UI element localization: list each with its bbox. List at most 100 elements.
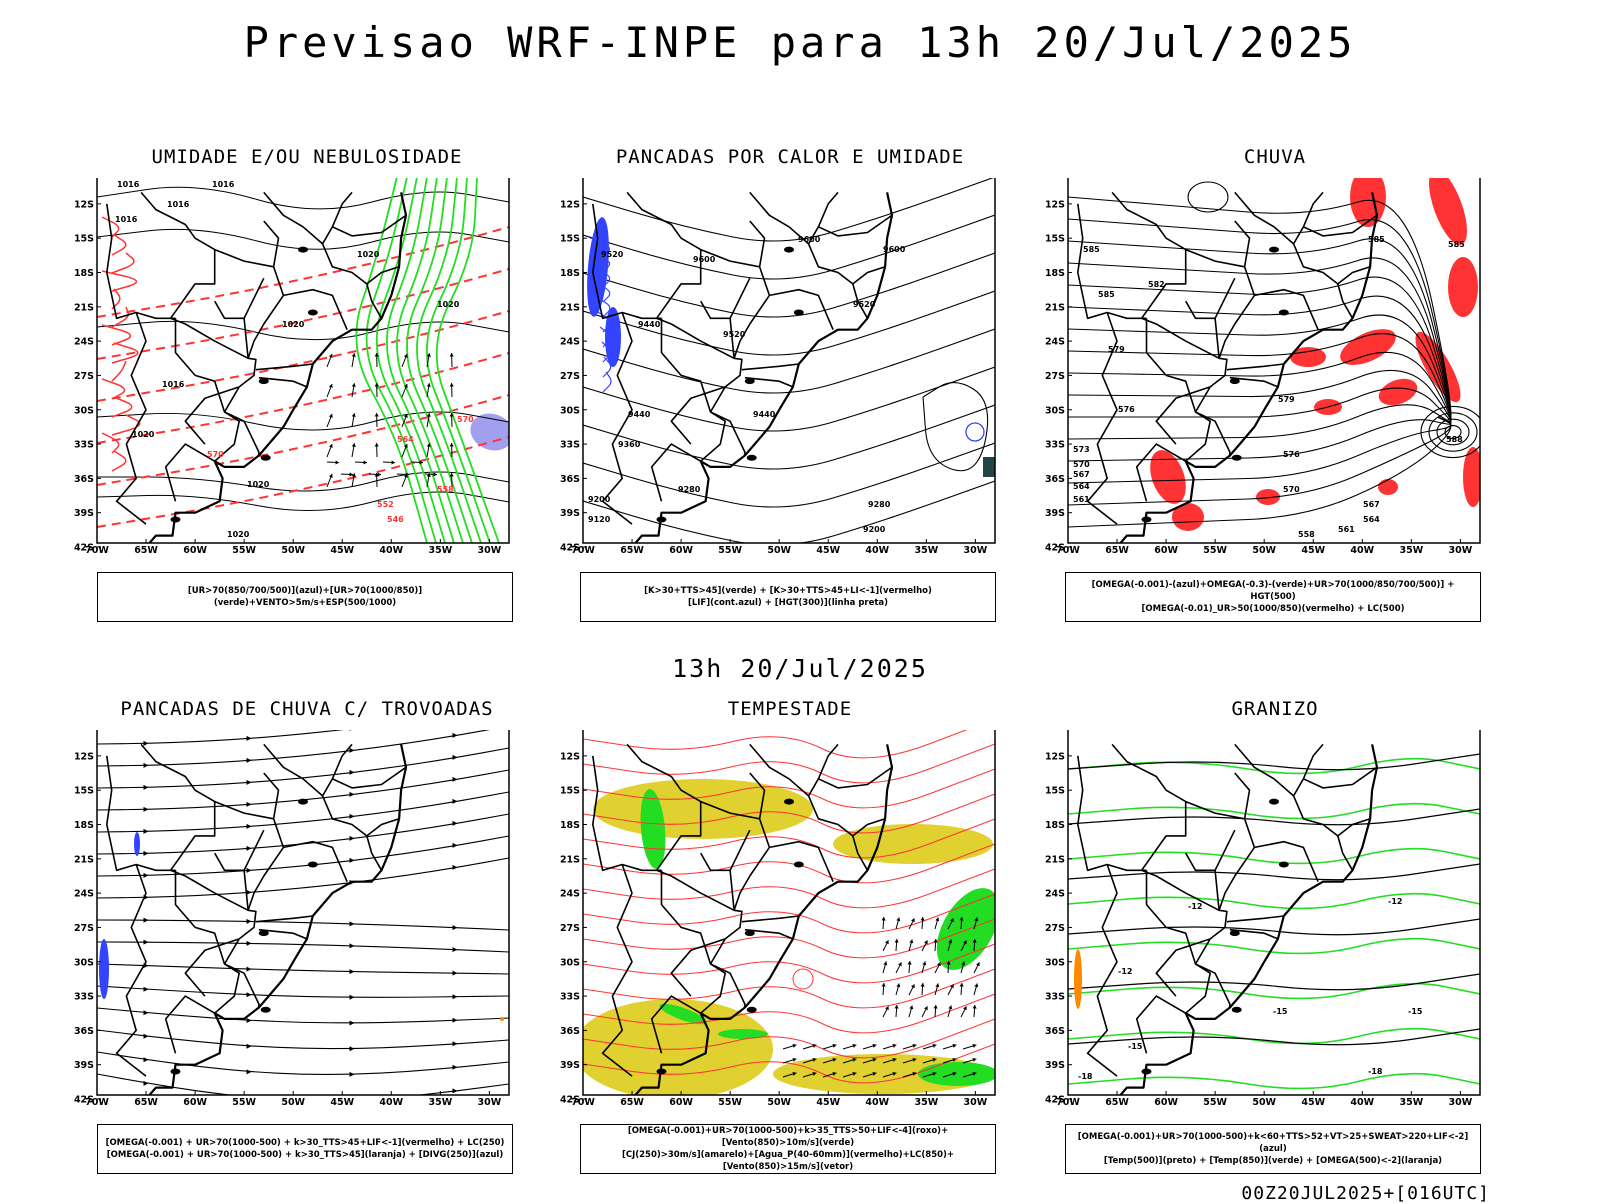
humidity-red-contour [112,451,126,471]
streamline [97,1052,509,1074]
y-tick-label: 30S [560,405,580,416]
streamline-arrow [453,925,458,930]
legend-trovoadas: [OMEGA(-0.001) + UR>70(1000-500) + k>30_… [97,1124,513,1174]
y-tick-label: 36S [560,1026,580,1037]
x-tick-label: 70W [1056,1097,1080,1108]
legend-line: [OMEGA(-0.001)+UR>70(1000-500)+k>35_TTS>… [585,1125,991,1149]
streamline-arrow [350,748,355,753]
divg-blue [134,832,140,856]
streamline-arrow [350,921,355,926]
contour-label: 1020 [357,250,380,259]
y-tick-label: 33S [560,992,580,1003]
streamline-arrow [144,940,149,945]
streamline-arrow [453,1041,458,1046]
x-tick-label: 30W [964,545,988,556]
y-tick-label: 27S [74,923,94,934]
contour-label: 9280 [868,500,891,509]
legend-tempestade: [OMEGA(-0.001)+UR>70(1000-500)+k>35_TTS>… [580,1124,996,1174]
contour-label: 9280 [678,485,701,494]
omega-orange [1074,949,1082,1009]
y-tick-label: 21S [1045,854,1065,865]
y-tick-label: 39S [74,508,94,519]
x-tick-label: 65W [1105,1097,1129,1108]
y-tick-label: 18S [1045,820,1065,831]
contour-label: 1020 [437,300,460,309]
y-tick-label: 33S [1045,440,1065,451]
streamline-arrow [144,987,149,992]
x-tick-label: 50W [1252,545,1276,556]
streamline-arrow [247,868,252,873]
wind-vector-head [882,983,886,987]
border-line [248,842,347,911]
thickness-contour [97,437,509,527]
lake-mark [298,247,308,253]
contour-label: 1020 [517,450,534,459]
rain-area [1378,479,1398,495]
border-line [1078,204,1147,318]
lake-mark [308,310,318,316]
streamline-arrow [453,865,458,870]
wind-vector-head [922,961,926,965]
border-line [256,364,313,370]
streamline-arrow [144,1010,149,1015]
streamline-arrow [144,785,149,790]
wind-vector-head [921,917,925,921]
map-content [573,730,1012,1099]
x-tick-label: 70W [85,1097,109,1108]
border-line [215,250,274,267]
y-tick-label: 18S [560,820,580,831]
rain-area [1421,178,1475,249]
x-tick-label: 65W [620,545,644,556]
contour-label: 1016 [212,180,235,189]
legend-line: [LIF](cont.azul) + [HGT(300)](linha pret… [585,597,991,609]
y-tick-label: 24S [74,889,94,900]
streamline-arrow [453,1065,458,1070]
contour-label: 579 [1278,395,1295,404]
border-line [264,744,323,796]
y-tick-label: 39S [1045,508,1065,519]
legend-line: [UR>70(850/700/500)](azul)+[UR>70(1000/8… [102,585,508,609]
panel-title: PANCADAS POR CALOR E UMIDADE [580,146,1000,168]
y-tick-label: 33S [74,440,94,451]
streamline-arrow [247,824,252,829]
streamline-arrow [453,843,458,848]
contour-label: 585 [1368,235,1385,244]
border-line [323,744,382,870]
border-line [750,221,770,295]
x-tick-label: 30W [1449,545,1473,556]
x-tick-label: 50W [281,545,305,556]
y-tick-label: 15S [560,234,580,245]
streamline-arrow [350,1046,355,1051]
wind-vector-head [375,413,379,416]
x-tick-label: 55W [1203,1097,1227,1108]
x-tick-label: 65W [134,1097,158,1108]
x-tick-label: 30W [1449,1097,1473,1108]
streamline-arrow [144,763,149,768]
streamline-arrow [350,1020,355,1025]
y-tick-label: 27S [1045,371,1065,382]
streamline-arrow [453,1088,458,1093]
legend-line: [Temp(500)](preto) + [Temp(850)](verde) … [1070,1155,1476,1167]
rain-area [1335,322,1401,373]
x-tick-label: 70W [85,545,109,556]
streamline-arrow [350,836,355,841]
y-tick-label: 21S [74,302,94,313]
map-content [97,730,509,1103]
contour-label: -18 [1078,1072,1093,1081]
map-content: -12-12-12-15-15-15-18-18 [1068,744,1480,1099]
x-tick-label: 30W [478,545,502,556]
y-tick-label: 21S [74,854,94,865]
x-tick-label: 70W [571,545,595,556]
x-tick-label: 55W [718,545,742,556]
lake-mark [745,930,755,936]
y-tick-label: 15S [1045,786,1065,797]
wind-vector-head [909,1005,913,1009]
streamline-arrow [144,1057,149,1062]
contour-label: 1016 [162,380,185,389]
contour-label: 570 [1283,485,1300,494]
contour-label: 9600 [798,235,821,244]
y-tick-label: 12S [1045,199,1065,210]
border-line [1294,192,1353,318]
